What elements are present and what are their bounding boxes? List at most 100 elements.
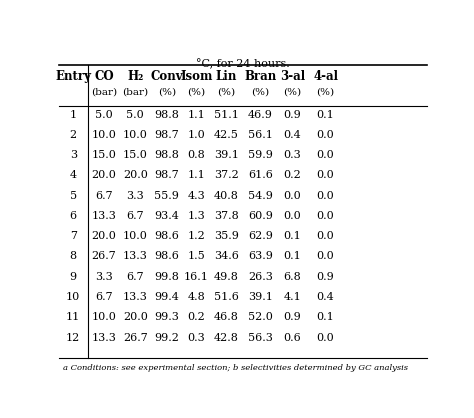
Text: 11: 11 [66,312,80,322]
Text: H₂: H₂ [127,70,144,83]
Text: 0.3: 0.3 [283,150,301,160]
Text: 39.1: 39.1 [214,150,239,160]
Text: 46.9: 46.9 [248,110,273,120]
Text: 3-al: 3-al [280,70,305,83]
Text: 99.8: 99.8 [155,272,179,282]
Text: 0.0: 0.0 [317,252,335,262]
Text: 63.9: 63.9 [248,252,273,262]
Text: 1.5: 1.5 [187,252,205,262]
Text: 20.0: 20.0 [123,312,148,322]
Text: 12: 12 [66,333,80,343]
Text: 5: 5 [70,191,77,201]
Text: 13.3: 13.3 [123,252,148,262]
Text: 10.0: 10.0 [91,312,117,322]
Text: 0.6: 0.6 [283,333,301,343]
Text: 0.2: 0.2 [187,312,205,322]
Text: 0.4: 0.4 [317,292,335,302]
Text: 40.8: 40.8 [214,191,239,201]
Text: 0.9: 0.9 [283,110,301,120]
Text: 15.0: 15.0 [91,150,117,160]
Text: 15.0: 15.0 [123,150,148,160]
Text: Conv: Conv [151,70,183,83]
Text: CO: CO [94,70,114,83]
Text: 98.8: 98.8 [155,110,179,120]
Text: 62.9: 62.9 [248,231,273,241]
Text: 6.7: 6.7 [127,211,144,221]
Text: 4.3: 4.3 [187,191,205,201]
Text: (bar): (bar) [91,87,117,97]
Text: 4: 4 [70,171,77,180]
Text: a Conditions: see experimental section; b selectivities determined by GC analysi: a Conditions: see experimental section; … [63,364,408,372]
Text: 52.0: 52.0 [248,312,273,322]
Text: 54.9: 54.9 [248,191,273,201]
Text: 20.0: 20.0 [91,231,117,241]
Text: 1.3: 1.3 [187,211,205,221]
Text: 0.8: 0.8 [187,150,205,160]
Text: 0.1: 0.1 [317,312,335,322]
Text: 26.7: 26.7 [123,333,148,343]
Text: 5.0: 5.0 [95,110,113,120]
Text: 0.0: 0.0 [283,211,301,221]
Text: 1.0: 1.0 [187,130,205,140]
Text: 34.6: 34.6 [214,252,239,262]
Text: Lin: Lin [216,70,237,83]
Text: 3: 3 [70,150,77,160]
Text: 0.0: 0.0 [283,191,301,201]
Text: 98.6: 98.6 [155,252,179,262]
Text: 0.0: 0.0 [317,150,335,160]
Text: 10.0: 10.0 [91,130,117,140]
Text: 0.9: 0.9 [317,272,335,282]
Text: 2: 2 [70,130,77,140]
Text: 98.7: 98.7 [155,130,179,140]
Text: 1: 1 [70,110,77,120]
Text: 9: 9 [70,272,77,282]
Text: 0.4: 0.4 [283,130,301,140]
Text: 8: 8 [70,252,77,262]
Text: 1.1: 1.1 [187,110,205,120]
Text: 51.6: 51.6 [214,292,239,302]
Text: 99.2: 99.2 [155,333,179,343]
Text: 49.8: 49.8 [214,272,239,282]
Text: 5.0: 5.0 [127,110,144,120]
Text: 99.3: 99.3 [155,312,179,322]
Text: 10.0: 10.0 [123,130,148,140]
Text: 0.2: 0.2 [283,171,301,180]
Text: 6.8: 6.8 [283,272,301,282]
Text: 1.2: 1.2 [187,231,205,241]
Text: Entry: Entry [55,70,91,83]
Text: 4.1: 4.1 [283,292,301,302]
Text: 0.0: 0.0 [317,231,335,241]
Text: 13.3: 13.3 [91,211,117,221]
Text: 10: 10 [66,292,80,302]
Text: 99.4: 99.4 [155,292,179,302]
Text: 10.0: 10.0 [123,231,148,241]
Text: 20.0: 20.0 [91,171,117,180]
Text: (%): (%) [317,87,335,97]
Text: 42.8: 42.8 [214,333,239,343]
Text: 0.0: 0.0 [317,191,335,201]
Text: (bar): (bar) [122,87,148,97]
Text: 0.3: 0.3 [187,333,205,343]
Text: 7: 7 [70,231,77,241]
Text: 0.0: 0.0 [317,130,335,140]
Text: 26.3: 26.3 [248,272,273,282]
Text: 59.9: 59.9 [248,150,273,160]
Text: 37.2: 37.2 [214,171,239,180]
Text: 6.7: 6.7 [127,272,144,282]
Text: °C, for 24 hours.: °C, for 24 hours. [196,58,290,69]
Text: 98.7: 98.7 [155,171,179,180]
Text: 6: 6 [70,211,77,221]
Text: 4-al: 4-al [313,70,338,83]
Text: 0.1: 0.1 [283,231,301,241]
Text: 0.0: 0.0 [317,211,335,221]
Text: 20.0: 20.0 [123,171,148,180]
Text: 3.3: 3.3 [127,191,144,201]
Text: 61.6: 61.6 [248,171,273,180]
Text: 98.8: 98.8 [155,150,179,160]
Text: 16.1: 16.1 [184,272,209,282]
Text: 26.7: 26.7 [91,252,117,262]
Text: Isom: Isom [180,70,212,83]
Text: 13.3: 13.3 [91,333,117,343]
Text: 0.1: 0.1 [283,252,301,262]
Text: 39.1: 39.1 [248,292,273,302]
